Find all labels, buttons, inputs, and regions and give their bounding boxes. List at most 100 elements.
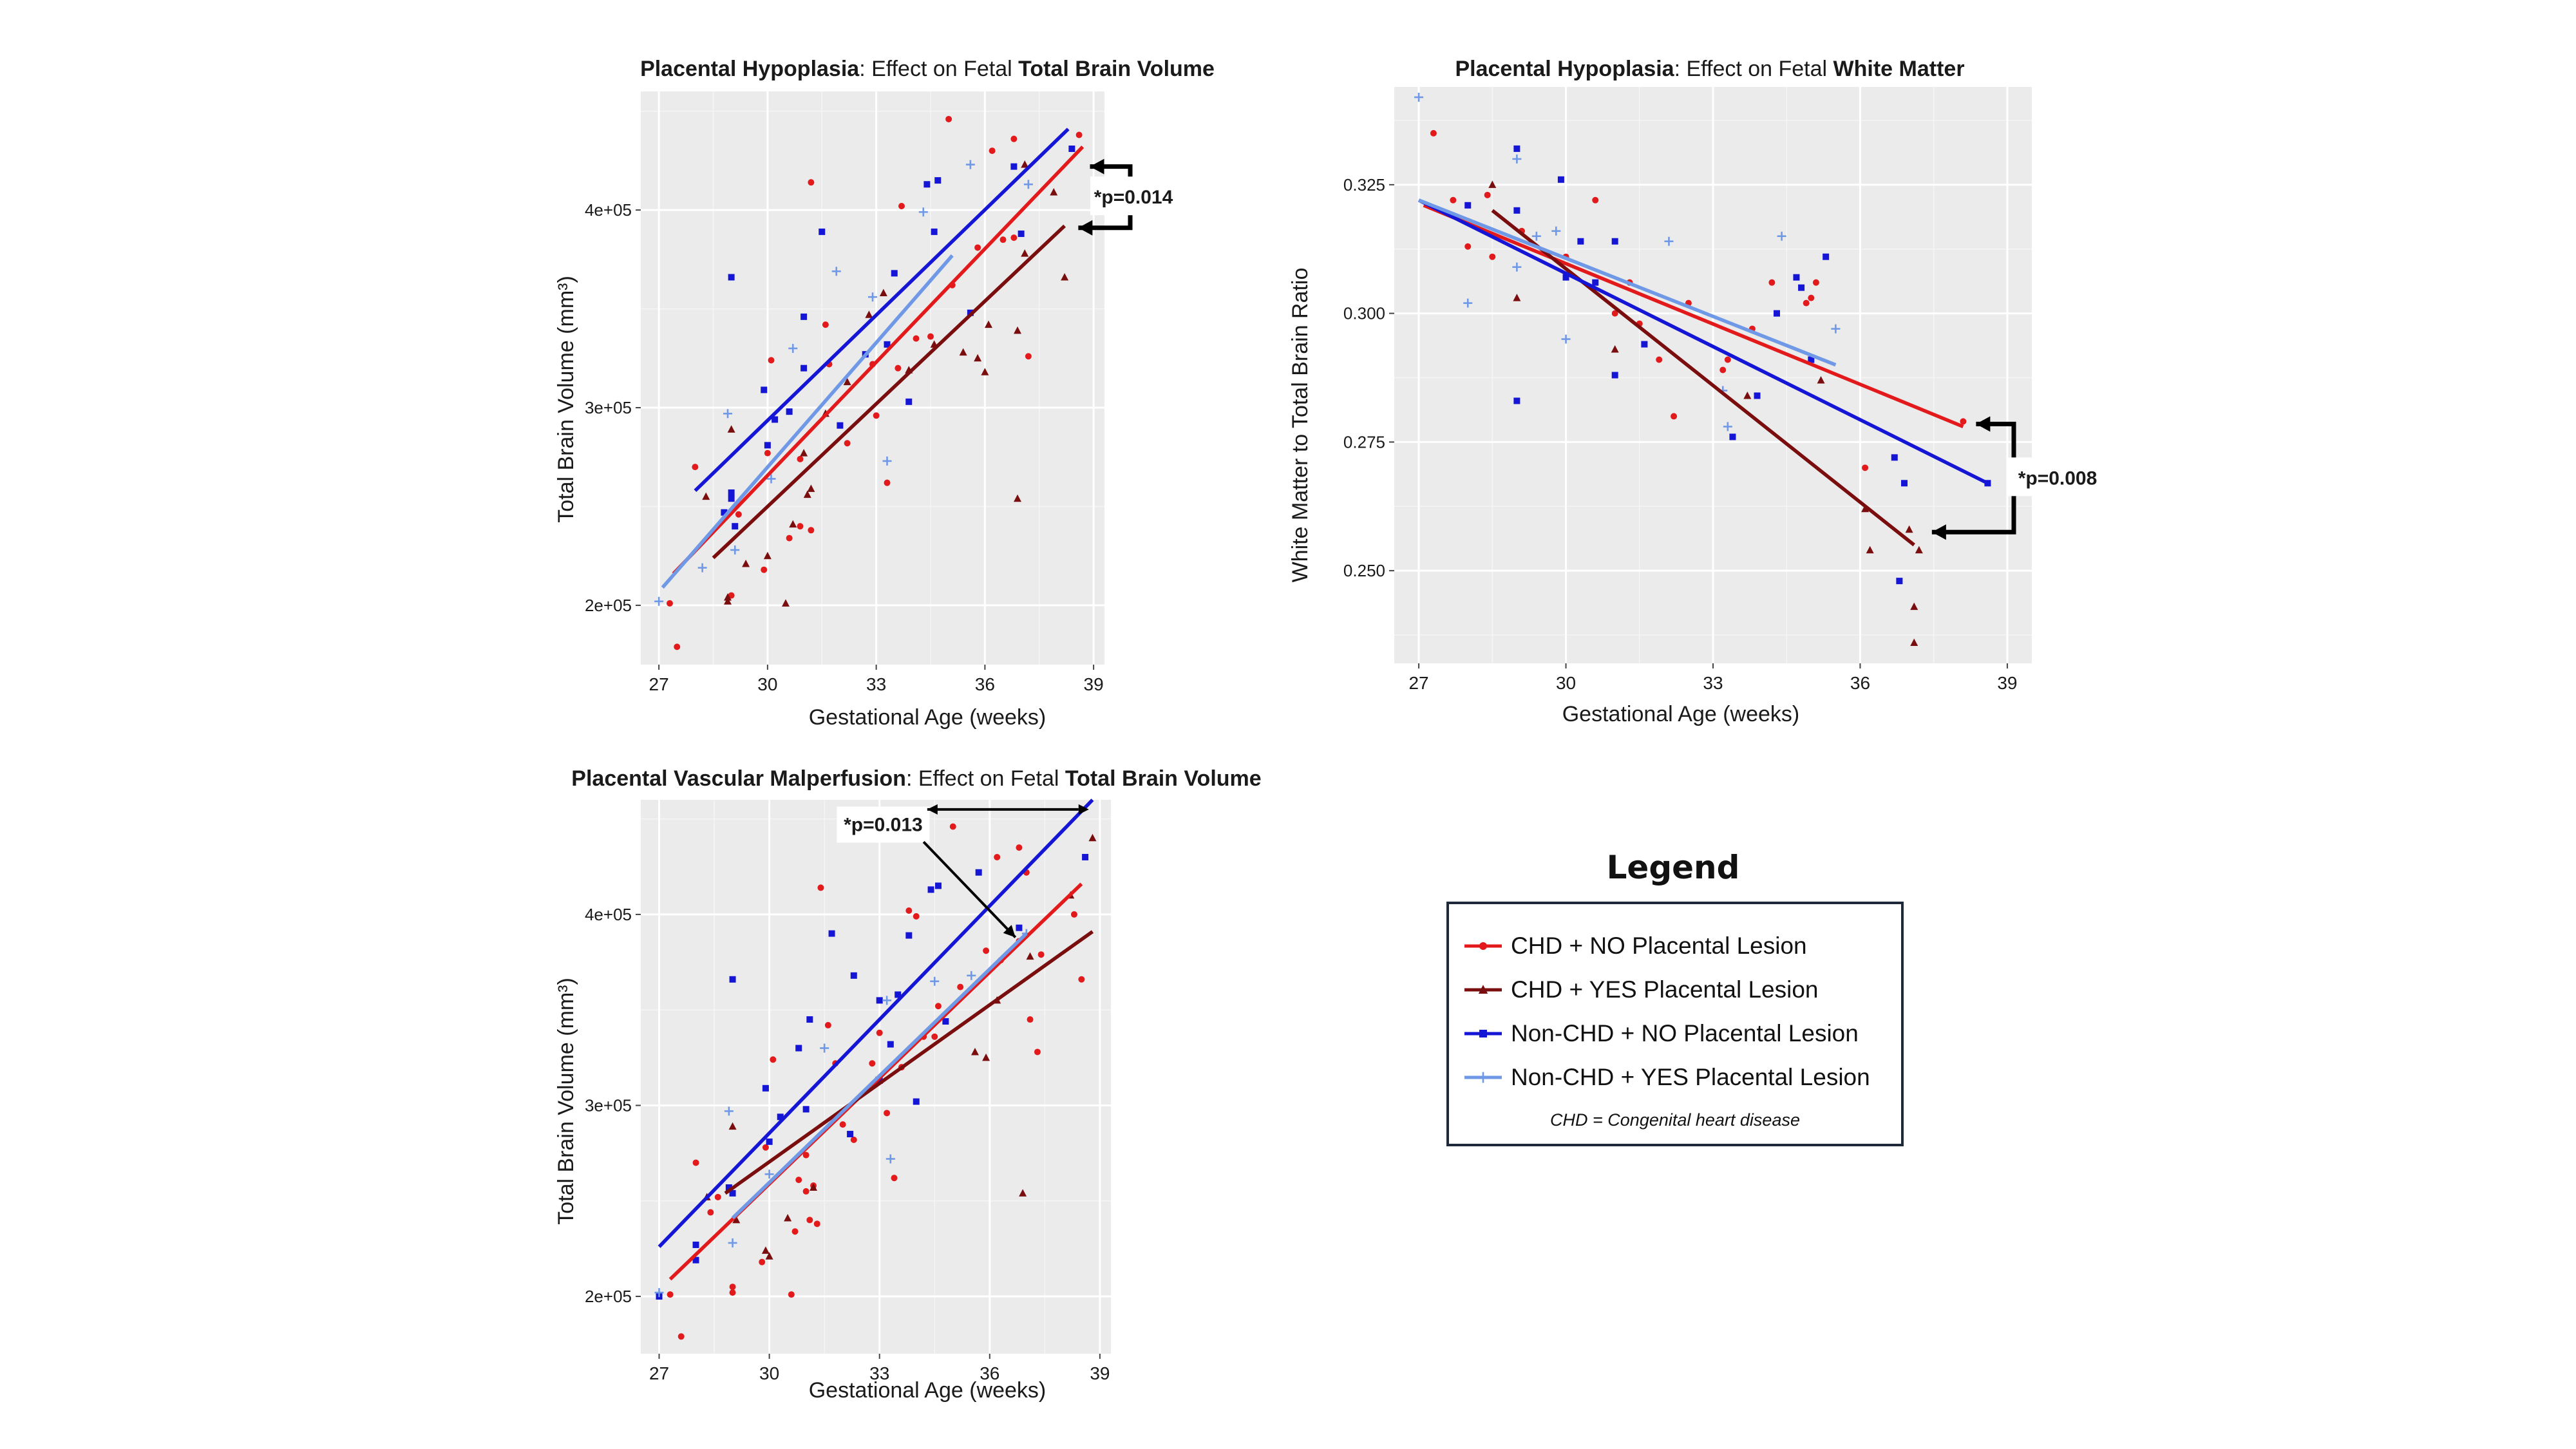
fit-line-nonchd-no [658,799,1094,1248]
point-triangle [761,1246,770,1254]
x-tick-label: 33 [1703,673,1723,693]
point-circle [884,1110,891,1117]
y-tick-label: 3e+05 [585,1095,632,1115]
point-circle [667,1291,674,1298]
point-square [1592,279,1599,286]
point-square [876,1077,883,1084]
arrowhead [1078,220,1093,236]
plot-area: 27 30 33 36 39 0.250 0.275 0.300 0.325 [1343,87,2032,693]
point-plus [1023,180,1033,189]
point-plus [1512,154,1522,164]
point-circle [1464,243,1472,250]
point-triangle [1611,345,1619,353]
point-circle [1034,1048,1041,1056]
point-circle [768,357,775,364]
point-triangle [971,1047,979,1056]
y-tick-label: 2e+05 [585,596,632,615]
point-triangle [982,1053,990,1061]
point-circle [808,527,815,534]
point-circle [764,450,771,457]
fit-line-nonchd-no [1417,198,1989,485]
point-circle [770,1056,777,1063]
point-circle [667,600,673,607]
arrowhead [1090,158,1104,175]
point-circle [1010,135,1018,142]
chart-title: Placental Hypoplasia: Effect on Fetal Wh… [1455,57,1964,81]
point-square [1513,207,1520,214]
point-triangle [879,289,887,297]
point-square [1774,310,1780,317]
point-square [1513,145,1520,152]
point-circle [822,321,829,328]
p-value-label: *p=0.014 [1094,187,1173,208]
x-tick-label: 36 [975,674,995,694]
legend-item-chd-yes: CHD + YES Placental Lesion [1462,971,1819,1009]
fit-line-nonchd-yes [731,932,1028,1220]
point-triangle [810,1183,818,1191]
point-circle [824,1021,831,1028]
point-triangle [1021,160,1029,168]
point-triangle [1743,391,1752,399]
point-triangle [1088,833,1097,842]
point-circle [1070,911,1077,918]
point-square [887,1041,894,1048]
fit-line-nonchd-no [694,128,1070,492]
point-triangle [789,520,797,528]
point-square [802,1106,810,1113]
point-circle [905,907,913,914]
point-circle [957,983,964,990]
x-tick-label: 39 [1997,673,2017,693]
point-square [1641,341,1648,348]
point-triangle [974,354,982,362]
point-triangle [807,484,815,492]
point-square [1793,274,1800,281]
point-circle [994,853,1001,860]
point-square [1464,202,1472,209]
point-circle [677,1333,685,1340]
point-circle [797,523,804,530]
point-circle [873,412,880,419]
legend-plus-icon [1464,1072,1502,1083]
point-triangle [959,348,967,356]
point-plus [766,474,776,484]
point-triangle [784,1213,792,1222]
point-circle [1611,310,1618,317]
point-circle [1803,299,1810,307]
point-plus [1512,262,1522,272]
point-plus [1414,92,1424,102]
point-triangle [1905,525,1913,533]
chart-wm-hypoplasia: Placental Hypoplasia: Effect on Fetal Wh… [1288,57,2104,726]
point-plus [723,409,732,419]
point-triangle [732,1215,741,1224]
point-circle [808,179,815,186]
point-plus [868,292,877,302]
point-circle [788,1291,795,1298]
point-circle [692,1159,699,1166]
point-circle [802,1151,810,1159]
point-square [905,932,913,939]
point-circle [729,1283,736,1291]
point-plus [788,343,798,353]
point-square [1010,163,1018,170]
point-plus [820,1043,829,1053]
point-circle [761,566,768,573]
point-triangle [724,597,732,605]
point-plus [728,1238,737,1247]
fit-line-chd-yes [1491,209,1915,547]
point-square [1754,392,1761,399]
point-square [762,1084,769,1092]
point-circle [913,335,920,342]
point-triangle [1817,375,1825,384]
legend-label: Non-CHD + NO Placental Lesion [1511,1020,1859,1046]
point-plus [730,545,740,554]
point-square [721,509,728,516]
point-square [1901,480,1908,487]
point-plus [886,1154,895,1164]
plot-area: 27 30 33 36 39 2e+05 3e+05 4e+05 [585,91,1104,694]
point-triangle [800,449,808,457]
point-square [1018,230,1025,237]
x-tick-label: 27 [649,1363,669,1383]
arrow-line [922,840,1017,938]
chart-title: Placental Hypoplasia: Effect on Fetal To… [640,57,1215,81]
x-tick-label: 36 [980,1363,999,1383]
